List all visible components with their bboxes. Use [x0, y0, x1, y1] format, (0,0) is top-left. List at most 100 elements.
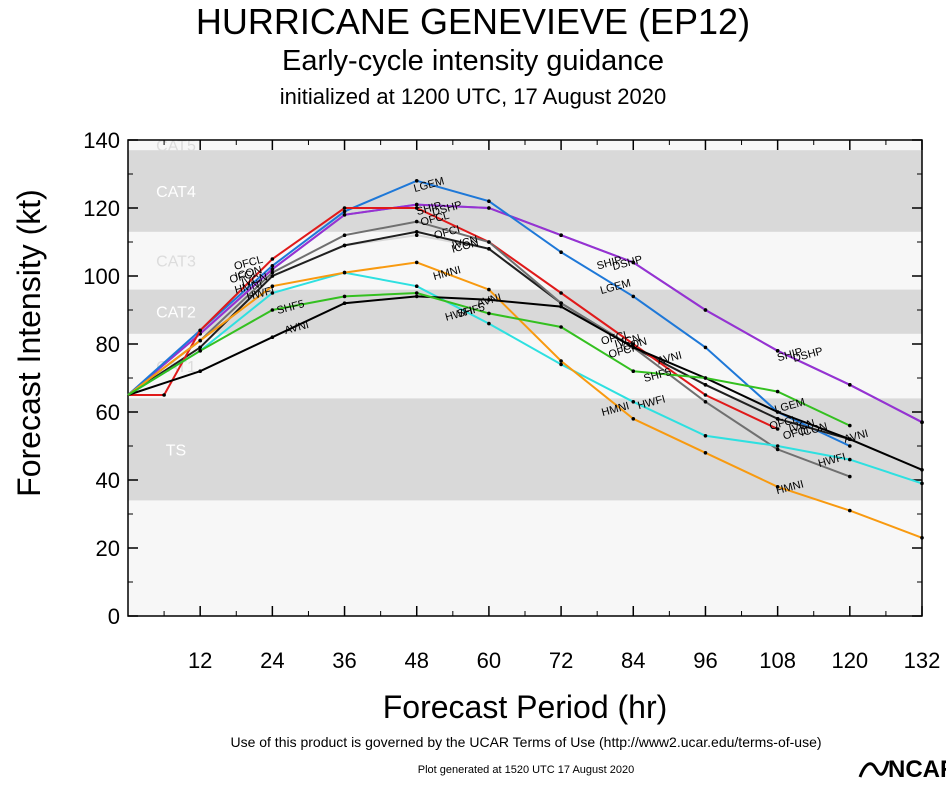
- data-point-lgem: [270, 264, 275, 268]
- data-point-hwfi: [559, 362, 563, 367]
- data-point-ofci: [487, 240, 491, 244]
- data-point-shf5: [703, 376, 708, 380]
- data-point-dshp: [414, 202, 419, 207]
- data-point-ivcn: [270, 274, 275, 278]
- data-point-dshp: [920, 420, 924, 425]
- logo-wordmark: NCAR: [888, 756, 946, 780]
- data-point-shf5: [559, 325, 563, 329]
- y-tick-label: 0: [108, 604, 120, 629]
- data-point-dshp: [703, 308, 708, 312]
- band-label-cat2: CAT2: [156, 305, 196, 322]
- data-point-lgem: [559, 250, 563, 254]
- y-tick-label: 80: [96, 332, 120, 357]
- y-tick-label: 120: [83, 196, 120, 221]
- data-point-shf5: [342, 294, 347, 299]
- data-point-ivcn: [342, 243, 347, 248]
- data-point-ofci: [342, 233, 347, 237]
- data-point-hwfi: [848, 457, 852, 462]
- data-point-avni: [775, 410, 780, 414]
- data-point-avni: [920, 468, 924, 472]
- data-point-ivcn: [487, 247, 491, 251]
- data-point-ivcn: [414, 230, 419, 234]
- data-point-hmni: [920, 536, 924, 540]
- data-point-ofci: [848, 474, 852, 479]
- series-line-avni: [127, 295, 923, 471]
- data-point-icon: [414, 233, 419, 237]
- terms-of-use: Use of this product is governed by the U…: [230, 734, 822, 750]
- data-point-shf5: [414, 291, 419, 295]
- band-label-cat3: CAT3: [156, 254, 196, 271]
- chart-subtitle: Early-cycle intensity guidance: [281, 45, 664, 77]
- init-time: initialized at 1200 UTC, 17 August 2020: [279, 84, 667, 109]
- data-point-shf5: [631, 369, 636, 374]
- data-point-avni: [487, 298, 491, 302]
- data-point-hmni: [775, 485, 780, 489]
- data-point-hmni: [703, 451, 708, 455]
- data-point-hmni: [414, 260, 419, 265]
- series-lines: [127, 179, 924, 540]
- band-label-ts: TS: [166, 442, 186, 459]
- data-point-dshp: [559, 233, 563, 237]
- data-point-hmni: [848, 508, 852, 513]
- data-point-ofci: [559, 301, 563, 306]
- data-point-shf5: [270, 308, 275, 312]
- x-tick-label: 12: [188, 648, 212, 673]
- data-point-ofci: [703, 400, 708, 404]
- band-label-cat4: CAT4: [156, 184, 196, 201]
- data-point-ivcn: [775, 417, 780, 421]
- data-point-ofci: [414, 219, 419, 224]
- band-cat4: [128, 150, 922, 232]
- y-tick-label: 100: [83, 264, 120, 289]
- data-point-ofcl: [342, 206, 347, 210]
- data-point-hmni: [198, 338, 202, 343]
- data-point-dshp: [631, 260, 636, 265]
- data-point-ofcl: [198, 328, 202, 333]
- y-tick-label: 40: [96, 468, 120, 493]
- series-line-hmni: [127, 261, 923, 539]
- data-point-ofcl: [631, 342, 636, 346]
- x-tick-label: 60: [477, 648, 501, 673]
- data-point-avni: [414, 294, 419, 299]
- data-point-avni: [198, 369, 202, 374]
- data-point-avni: [342, 301, 347, 306]
- y-axis-label: Forecast Intensity (kt): [11, 189, 47, 497]
- y-tick-label: 60: [96, 400, 120, 425]
- x-tick-label: 120: [831, 648, 868, 673]
- data-point-ofcl: [559, 291, 563, 295]
- series-line-hwfi: [127, 271, 923, 485]
- generated-time: Plot generated at 1520 UTC 17 August 202…: [417, 764, 635, 776]
- data-point-lgem: [848, 444, 852, 448]
- data-point-hwfi: [487, 321, 491, 326]
- data-point-ofcl: [162, 393, 166, 397]
- x-tick-label: 108: [759, 648, 796, 673]
- data-point-dshp: [848, 383, 852, 387]
- band-ts: [128, 398, 922, 501]
- chart-axes: 0 20 40 60 80 100 120 140 12 24 36 48 60 72 84 96 108 120…: [83, 128, 940, 673]
- data-point-hmni: [559, 359, 563, 363]
- data-point-hmni: [342, 270, 347, 275]
- data-point-avni: [270, 335, 275, 340]
- chart-title: HURRICANE GENEVIEVE (EP12): [195, 1, 751, 42]
- data-point-shf5: [487, 311, 491, 316]
- data-point-ofcl: [414, 206, 419, 210]
- data-point-ivcn: [703, 383, 708, 387]
- data-point-dshp: [775, 349, 780, 353]
- data-point-ofci: [775, 447, 780, 452]
- x-tick-label: 96: [693, 648, 717, 673]
- x-tick-label: 24: [260, 648, 284, 673]
- data-point-ofcl: [703, 393, 708, 397]
- data-point-hmni: [631, 417, 636, 421]
- ncar-logo-icon: NCAR: [858, 756, 946, 783]
- data-point-ofci: [270, 270, 275, 275]
- data-point-dshp: [487, 206, 491, 210]
- data-point-lgem: [487, 199, 491, 203]
- data-point-hmni: [487, 287, 491, 292]
- data-point-dshp: [270, 267, 275, 272]
- data-point-hwfi: [270, 291, 275, 295]
- ncar-logo: NCAR: [858, 753, 946, 783]
- data-point-shf5: [198, 349, 202, 353]
- band-label-cat5: CAT5: [156, 138, 196, 155]
- data-point-avni: [559, 304, 563, 309]
- x-tick-label: 132: [904, 648, 941, 673]
- data-point-shf5: [775, 389, 780, 394]
